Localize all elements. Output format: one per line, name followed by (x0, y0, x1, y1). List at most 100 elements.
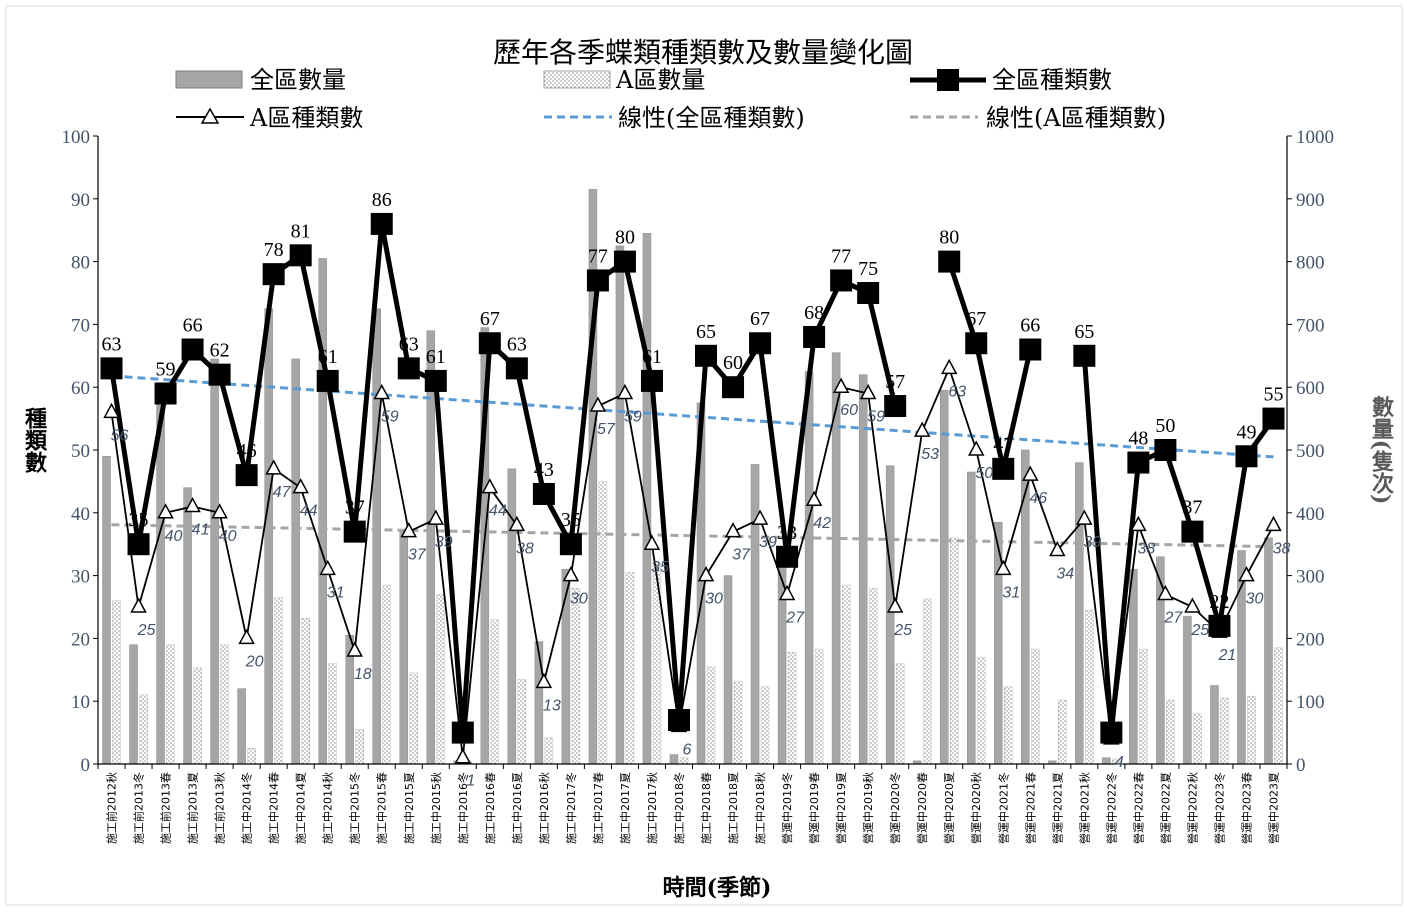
data-label-total-species: 50 (1155, 415, 1175, 437)
legend-label-a-qty: A區數量 (615, 66, 705, 94)
legend: 全區數量 A區數量 全區種類數 A區種類數 線性(全區種類數) (175, 66, 1166, 132)
legend-label-total-species: 全區種類數 (992, 66, 1112, 94)
bar-total-qty (264, 308, 273, 765)
data-label-a-species: 46 (1029, 490, 1047, 507)
data-label-a-species: 59 (624, 408, 642, 425)
point-a-species (913, 421, 931, 437)
point-total-species (505, 357, 528, 380)
bar-total-qty (372, 308, 381, 765)
y-tick-left-label: 20 (71, 629, 90, 650)
x-tick-label: 營運中2020夏 (943, 772, 956, 844)
data-label-a-species: 53 (921, 446, 939, 463)
data-label-a-species: 13 (543, 697, 561, 714)
point-a-species (724, 522, 742, 538)
bar-a-qty (706, 666, 716, 765)
x-tick-label: 施工中2016冬 (456, 772, 470, 844)
point-a-species (967, 440, 985, 456)
point-a-species (157, 503, 174, 519)
data-label-a-species: 38 (516, 540, 534, 557)
point-total-species (127, 533, 150, 556)
point-total-species (749, 332, 772, 355)
data-label-a-species: 20 (245, 653, 264, 670)
bar-total-qty (966, 471, 976, 765)
data-label-a-species: 44 (489, 503, 507, 520)
bar-a-qty (1274, 647, 1283, 765)
y-tick-left-label: 100 (62, 127, 91, 148)
bar-total-qty (534, 641, 544, 765)
bar-total-qty (1102, 757, 1111, 765)
bar-a-qty (841, 584, 851, 765)
bar-a-qty (247, 748, 256, 765)
legend-item-a-qty: A區數量 (543, 66, 705, 94)
x-tick-label: 施工中2018夏 (727, 772, 740, 844)
data-label-a-species: 57 (597, 421, 616, 438)
data-label-a-species: 59 (867, 408, 885, 425)
x-tick-label: 施工前2012秋 (105, 772, 119, 844)
legend-label-trend-total: 線性(全區種類數) (618, 104, 805, 132)
data-label-a-species: 44 (300, 503, 318, 520)
bar-a-qty (1085, 609, 1094, 765)
point-total-species (803, 325, 826, 348)
point-a-species (995, 559, 1012, 576)
point-total-species (181, 338, 204, 361)
bar-a-qty (814, 648, 824, 765)
data-label-total-species: 22 (1209, 591, 1229, 613)
data-label-a-species: 21 (1218, 647, 1237, 664)
legend-item-total-species: 全區種類數 (910, 66, 1112, 94)
data-label-a-species: 38 (1137, 540, 1155, 557)
point-total-species (1127, 451, 1150, 474)
bar-a-qty (598, 481, 608, 765)
point-total-species (532, 482, 555, 505)
bar-a-qty (112, 600, 121, 765)
point-a-species (1238, 566, 1255, 582)
data-label-total-species: 48 (1128, 428, 1148, 450)
data-label-a-species: 25 (137, 622, 156, 639)
point-a-species (589, 396, 607, 412)
point-total-species (100, 357, 123, 380)
data-label-a-species: 47 (273, 484, 292, 501)
bar-total-qty (1129, 569, 1138, 765)
point-total-species (884, 395, 907, 418)
point-total-species (262, 263, 285, 286)
point-a-species (130, 597, 147, 613)
bar-a-qty (625, 572, 635, 765)
y-tick-left-label: 10 (71, 692, 90, 713)
x-tick-label: 營運中2023夏 (1267, 772, 1280, 844)
chart-title: 歷年各季蝶類種類數及數量變化圖 (493, 36, 913, 69)
labels-layer: 6335596662467881613786636156763433577806… (102, 189, 1291, 790)
data-label-a-species: 37 (408, 547, 427, 564)
x-tick-label: 施工中2018冬 (672, 772, 686, 844)
data-label-total-species: 61 (318, 346, 338, 368)
bar-total-qty (237, 688, 246, 765)
bar-a-qty (1193, 713, 1202, 765)
data-label-total-species: 47 (993, 434, 1013, 456)
data-label-a-species: 60 (840, 402, 858, 419)
data-label-total-species: 63 (399, 333, 419, 355)
bar-total-qty (831, 352, 841, 765)
y-tick-right-label: 600 (1296, 378, 1325, 399)
data-label-total-species: 66 (183, 315, 203, 337)
data-label-a-species: 40 (219, 528, 237, 545)
y-tick-left-label: 90 (71, 190, 90, 211)
legend-swatch-a-qty (543, 70, 611, 89)
y-tick-right-label: 500 (1296, 441, 1325, 462)
bar-total-qty (399, 531, 409, 765)
data-label-total-species: 67 (966, 308, 986, 330)
point-a-species (616, 383, 634, 400)
data-label-total-species: 80 (615, 227, 635, 249)
x-tick-label: 營運中2021春 (1024, 772, 1037, 844)
bar-a-qty (1004, 686, 1013, 765)
data-label-total-species: 5 (458, 698, 468, 720)
data-label-total-species: 49 (1236, 421, 1256, 443)
bar-a-qty (976, 656, 986, 765)
legend-label-total-qty: 全區數量 (250, 66, 346, 94)
data-label-total-species: 63 (507, 333, 527, 355)
bar-a-qty (355, 729, 364, 765)
point-a-species (265, 459, 282, 475)
point-a-species (184, 496, 201, 513)
data-label-total-species: 65 (1074, 321, 1094, 343)
y-tick-right-label: 900 (1296, 190, 1325, 211)
bar-a-qty (193, 667, 202, 765)
bar-a-qty (733, 680, 743, 765)
